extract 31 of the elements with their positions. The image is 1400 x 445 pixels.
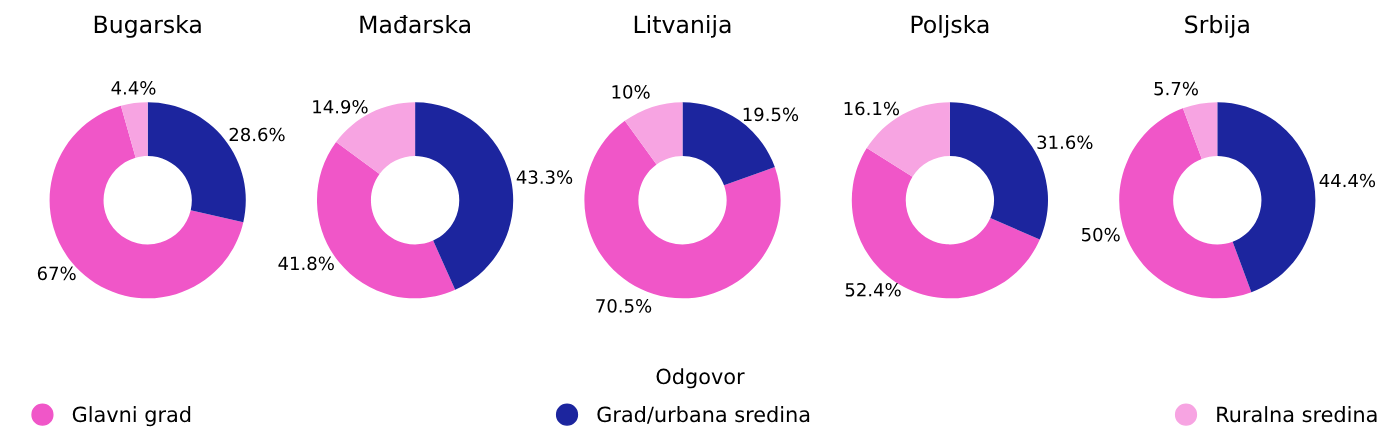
data-label: 41.8% bbox=[278, 256, 334, 271]
chart-title: Srbija bbox=[1185, 14, 1249, 38]
data-label: 50% bbox=[1082, 227, 1120, 242]
legend-label: Glavni grad bbox=[72, 406, 191, 427]
chart-title: Poljska bbox=[911, 14, 989, 38]
data-label: 52.4% bbox=[845, 282, 901, 297]
data-label: 67% bbox=[37, 266, 76, 281]
data-label: 16.1% bbox=[844, 101, 900, 116]
chart-title: Litvanija bbox=[634, 14, 731, 38]
donut-slice bbox=[120, 102, 148, 158]
legend-label: Grad/urbana sredina bbox=[597, 406, 810, 424]
data-label: 14.9% bbox=[313, 99, 368, 114]
donut-slice bbox=[584, 120, 781, 299]
data-label: 70.5% bbox=[596, 299, 652, 313]
data-label: 44.4% bbox=[1319, 173, 1376, 188]
chart-title: Bugarska bbox=[94, 14, 201, 38]
legend-label: Ruralna sredina bbox=[1217, 406, 1377, 423]
data-label: 43.3% bbox=[516, 170, 573, 184]
data-label: 28.6% bbox=[229, 127, 285, 142]
data-label: 4.4% bbox=[111, 81, 156, 95]
chart-title: Mađarska bbox=[360, 14, 470, 34]
legend-title: Odgovor bbox=[656, 368, 745, 389]
donut-slice bbox=[1119, 108, 1252, 299]
donut-slice bbox=[415, 102, 514, 290]
donut-slice bbox=[624, 102, 683, 165]
donut-slice bbox=[1182, 102, 1218, 159]
donut-slice bbox=[1217, 102, 1316, 293]
data-label: 31.6% bbox=[1037, 135, 1093, 150]
data-label: 5.7% bbox=[1154, 81, 1198, 96]
data-label: 10% bbox=[612, 85, 650, 99]
data-label: 19.5% bbox=[743, 107, 799, 122]
